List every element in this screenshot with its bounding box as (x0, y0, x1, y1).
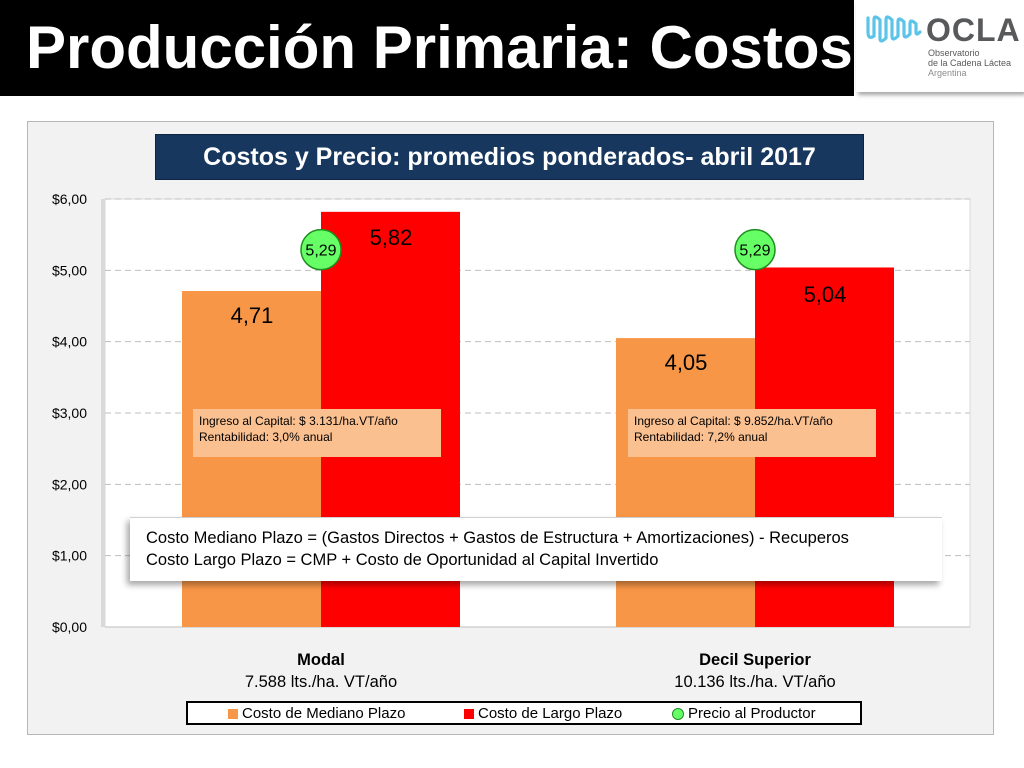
price-label: 5,29 (305, 243, 336, 260)
slide-title: Producción Primaria: Costos (26, 14, 853, 81)
y-tick-label: $3,00 (52, 405, 87, 421)
bar-costo-mediano (616, 338, 755, 627)
logo-waves-icon (866, 15, 922, 43)
category-label-modal: Modal 7.588 lts./ha. VT/año (191, 649, 451, 693)
annotation-line: Ingreso al Capital: $ 9.852/ha.VT/año (634, 414, 833, 428)
y-tick-label: $5,00 (52, 262, 87, 278)
legend-swatch (228, 709, 238, 720)
formula-line: Costo Largo Plazo = CMP + Costo de Oport… (146, 551, 659, 569)
category-name: Decil Superior (699, 651, 811, 669)
price-marker (300, 228, 342, 271)
legend-item-precio: Precio al Productor (672, 705, 816, 723)
annotation-modal: Ingreso al Capital: $ 3.131/ha.VT/año Re… (193, 409, 441, 457)
data-label: 5,82 (370, 225, 413, 250)
logo-subtitle: Observatorio de la Cadena Láctea Argenti… (928, 48, 1011, 78)
data-label: 4,05 (665, 350, 708, 375)
annotation-line: Rentabilidad: 7,2% anual (634, 430, 768, 444)
formula-box: Costo Mediano Plazo = (Gastos Directos +… (130, 517, 942, 581)
legend-item-mediano: Costo de Mediano Plazo (228, 705, 405, 723)
y-tick-label: $0,00 (52, 619, 87, 635)
category-label-decil: Decil Superior 10.136 lts./ha. VT/año (625, 649, 885, 693)
logo-name: OCLA (926, 12, 1021, 48)
ocla-logo: OCLA Observatorio de la Cadena Láctea Ar… (856, 0, 1024, 92)
price-label: 5,29 (739, 243, 770, 260)
legend-swatch (464, 709, 474, 720)
y-tick-label: $1,00 (52, 548, 87, 564)
price-marker (734, 228, 776, 271)
logo-sub-line: Observatorio (928, 48, 980, 58)
logo-sub-line: de la Cadena Láctea (928, 58, 1012, 68)
data-label: 4,71 (231, 303, 274, 328)
annotation-line: Rentabilidad: 3,0% anual (199, 430, 333, 444)
annotation-line: Ingreso al Capital: $ 3.131/ha.VT/año (199, 414, 398, 428)
y-tick-label: $4,00 (52, 334, 87, 350)
legend-swatch (672, 708, 684, 721)
data-label: 5,04 (804, 282, 847, 307)
axis-shadow (101, 199, 105, 627)
legend-item-largo: Costo de Largo Plazo (464, 705, 622, 723)
chart-legend: Costo de Mediano Plazo Costo de Largo Pl… (186, 701, 862, 725)
formula-line: Costo Mediano Plazo = (Gastos Directos +… (146, 529, 849, 547)
legend-label: Precio al Productor (688, 705, 816, 722)
legend-label: Costo de Mediano Plazo (242, 705, 406, 722)
category-subtitle: 7.588 lts./ha. VT/año (244, 673, 398, 691)
y-tick-label: $6,00 (52, 191, 87, 207)
title-bar: Producción Primaria: Costos (0, 0, 854, 96)
category-subtitle: 10.136 lts./ha. VT/año (674, 673, 836, 691)
legend-label: Costo de Largo Plazo (478, 705, 623, 722)
annotation-decil: Ingreso al Capital: $ 9.852/ha.VT/año Re… (628, 409, 876, 457)
category-name: Modal (297, 651, 345, 669)
logo-sub-line: Argentina (928, 68, 967, 78)
y-tick-label: $2,00 (52, 476, 87, 492)
chart-title: Costos y Precio: promedios ponderados- a… (155, 134, 864, 180)
